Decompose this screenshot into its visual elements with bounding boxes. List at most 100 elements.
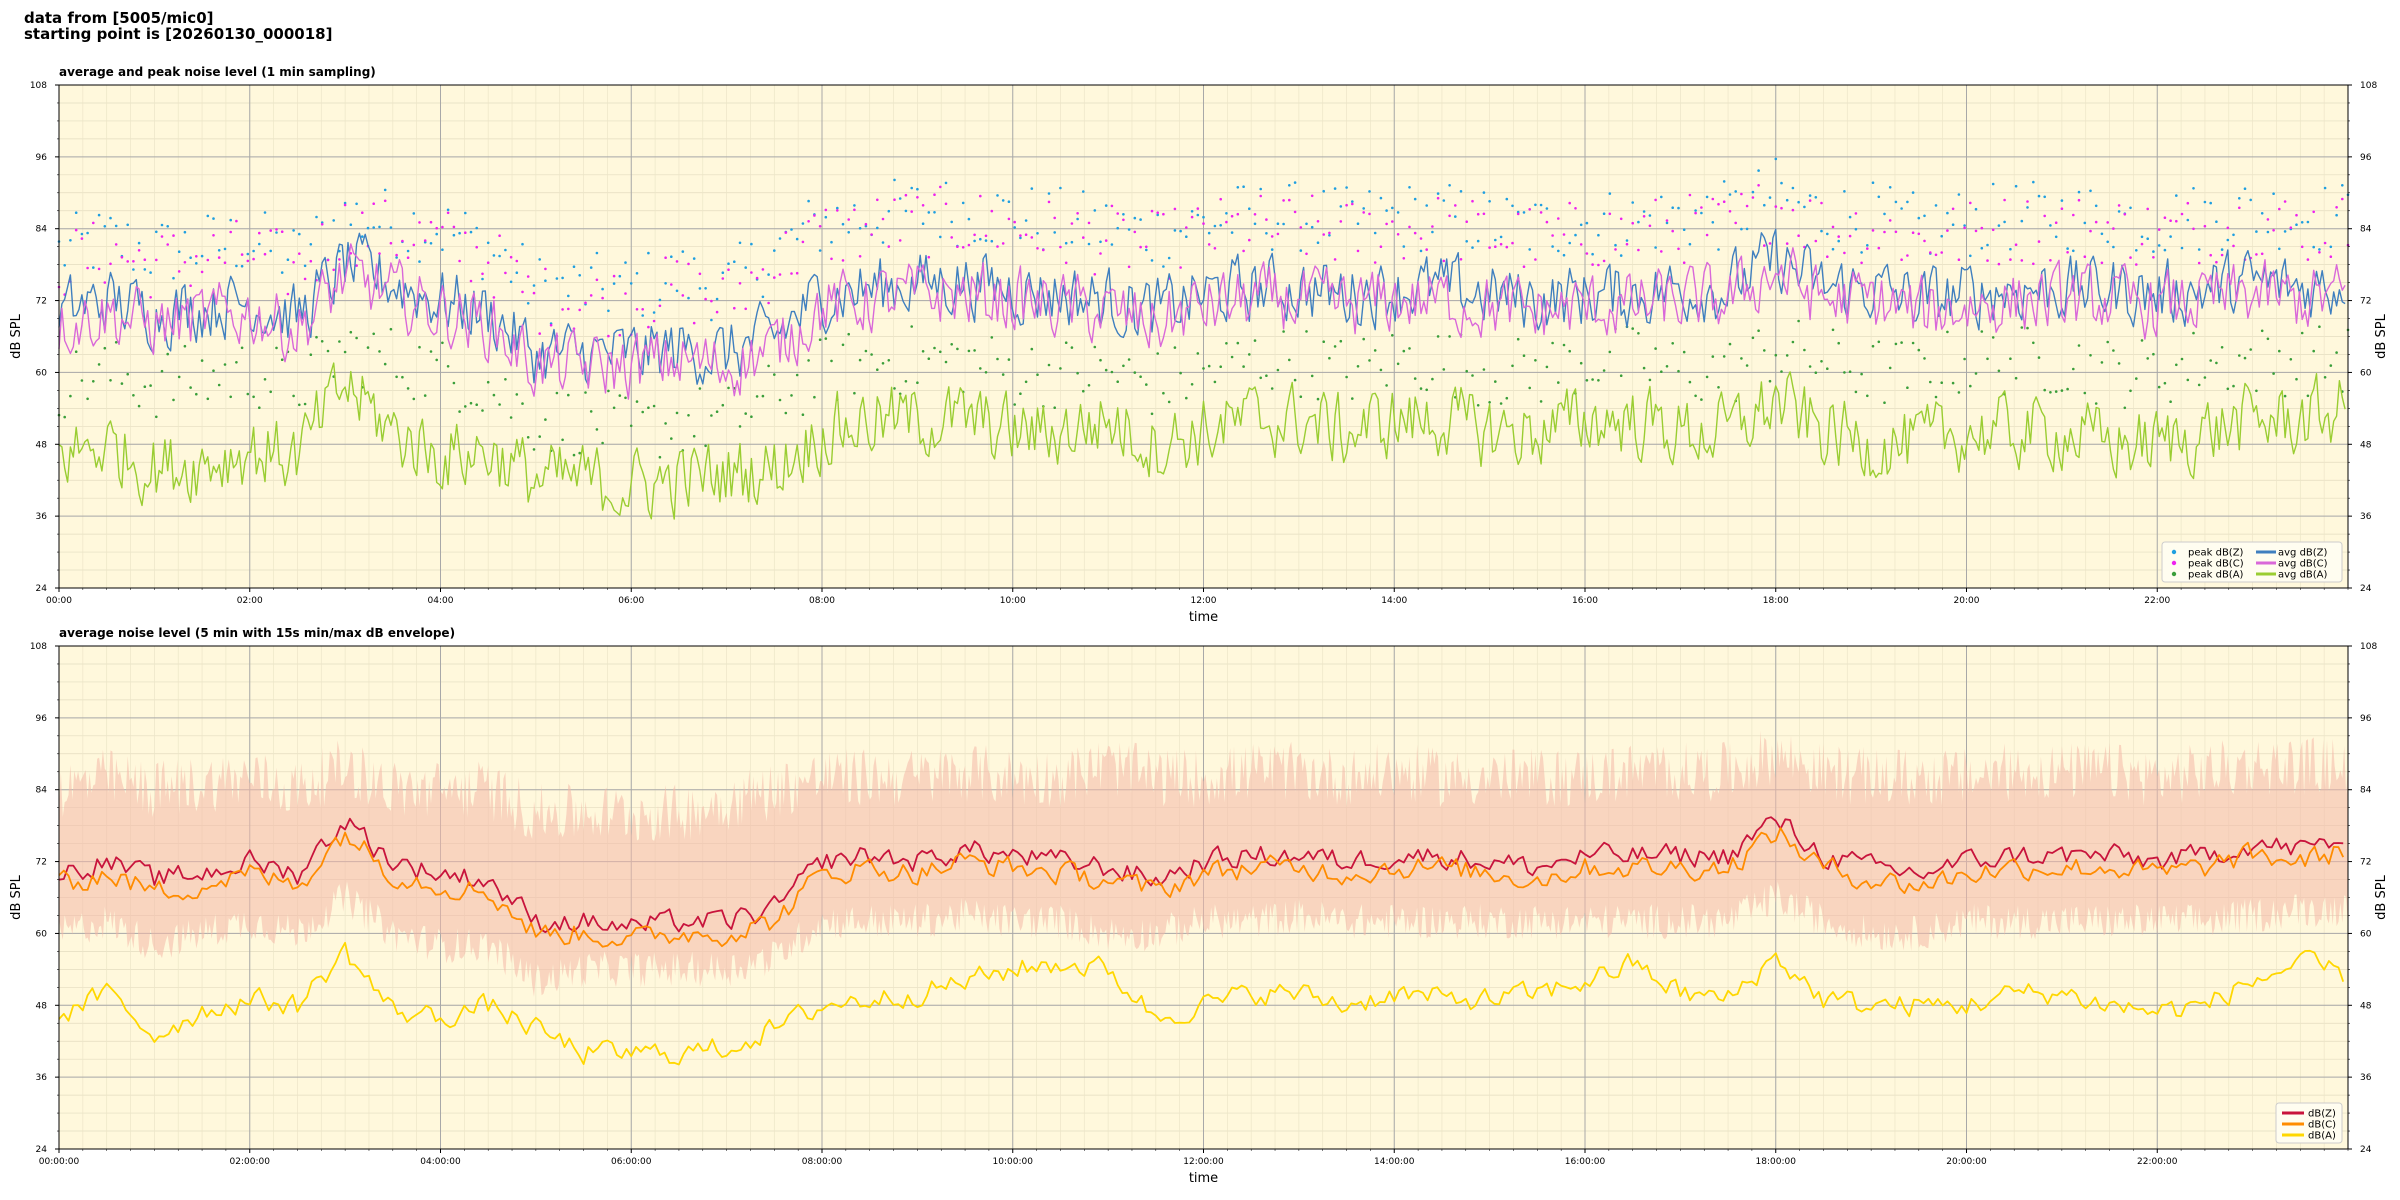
peak-point [1322,340,1325,344]
peak-point [1768,196,1772,199]
peak-point [92,266,95,269]
peak-point [269,229,273,232]
series-db-a- [58,941,2345,1066]
peak-point [1019,392,1022,396]
peak-point [1734,190,1737,193]
peak-point [435,226,439,230]
peak-point [1007,200,1011,203]
peak-point [1236,212,1240,216]
peak-point [1808,194,1812,197]
peak-point [1236,341,1240,345]
peak-point [1339,339,1343,343]
x-tick-label: 06:00 [618,596,644,606]
y-tick-label-right: 36 [2360,1073,2372,1083]
peak-point [1431,377,1434,381]
peak-point [475,226,479,230]
peak-point [486,380,490,384]
peak-point [292,229,295,232]
peak-point [326,258,330,262]
peak-point [933,346,936,350]
peak-point [773,249,776,252]
peak-point [1156,211,1159,214]
peak-point [423,239,427,242]
peak-point [1425,248,1428,251]
peak-point [1797,234,1800,237]
peak-point [2169,219,2172,222]
peak-point [498,234,501,237]
peak-point [858,358,862,362]
x-tick-label: 04:00 [428,596,454,606]
peak-point [1860,372,1863,376]
peak-point [303,402,307,406]
x-tick-label: 16:00:00 [1565,1157,1606,1167]
peak-point [1677,369,1680,373]
peak-point [1574,207,1577,210]
peak-point [1591,263,1594,266]
peak-point [692,257,696,260]
peak-point [1997,262,2001,266]
peak-point [200,359,204,362]
peak-point [223,247,227,251]
peak-point [206,258,210,262]
peak-point [1328,356,1331,360]
peak-point [944,360,948,364]
peak-point [1717,202,1720,206]
peak-point [286,292,290,296]
peak-point [1728,210,1732,213]
peak-point [1551,234,1554,237]
peak-point [1362,337,1365,341]
peak-point [1700,211,1703,215]
peak-point [2163,381,2167,385]
peak-point [1694,211,1697,215]
peak-point [818,225,822,228]
peak-point [939,185,942,189]
peak-point [710,318,713,322]
peak-point [2089,189,2092,193]
peak-point [1711,197,1715,201]
peak-point [177,270,181,273]
peak-point [824,337,828,340]
peak-point [1476,239,1480,243]
peak-point [189,284,192,288]
peak-point [252,395,255,399]
peak-point [927,357,931,361]
x-tick-label: 18:00 [1763,596,1789,606]
peak-point [286,258,290,262]
peak-point [1900,258,1903,262]
legend-label: avg dB(A) [2278,570,2328,581]
peak-point [967,349,971,353]
peak-point [1677,206,1680,210]
peak-point [1482,368,1486,371]
peak-point [904,209,908,213]
x-tick-label: 04:00:00 [420,1157,461,1167]
peak-point [836,206,839,210]
peak-point [1259,194,1262,198]
peak-point [2117,210,2121,213]
peak-point [1774,353,1778,357]
peak-point [1419,237,1423,240]
peak-point [275,228,278,231]
y-tick-label-right: 84 [2360,225,2372,235]
peak-point [1929,380,1932,384]
legend-label: dB(Z) [2308,1109,2336,1120]
peak-point [2157,385,2161,389]
peak-point [246,259,250,263]
peak-point [612,282,616,285]
y-tick-label-right: 72 [2360,858,2371,868]
peak-point [927,255,931,259]
peak-point [589,410,593,413]
peak-point [526,302,530,305]
peak-point [309,243,313,246]
peak-point [1316,241,1320,244]
peak-point [1299,249,1303,252]
peak-point [1906,386,1909,390]
peak-point [1030,236,1034,239]
peak-point [2329,245,2333,249]
y-axis-label: dB SPL [9,313,24,358]
peak-point [795,271,799,275]
peak-point [1957,258,1961,262]
x-tick-label: 20:00 [1954,596,1980,606]
peak-point [784,231,788,234]
peak-point [1871,229,1875,232]
x-tick-label: 20:00:00 [1946,1157,1987,1167]
